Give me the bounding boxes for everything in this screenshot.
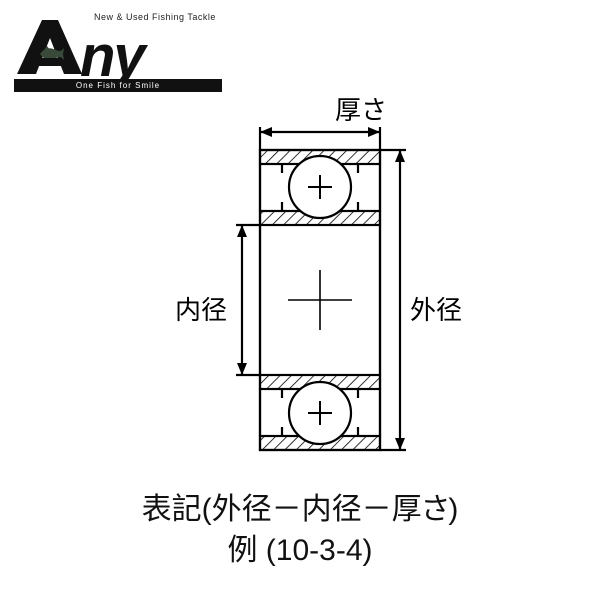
logo-tagline-top: New & Used Fishing Tackle	[94, 12, 222, 22]
inner-diameter-dimension	[236, 225, 260, 375]
outer-diameter-label: 外径	[410, 290, 462, 327]
brand-logo: New & Used Fishing Tackle ny One Fish fo…	[14, 12, 222, 92]
caption-line-1: 表記(外径－内径－厚さ)	[0, 490, 600, 531]
centerline-cross-icon	[288, 270, 352, 330]
notation-caption: 表記(外径－内径－厚さ) 例 (10-3-4)	[0, 490, 600, 571]
logo-tagline-bottom: One Fish for Smile	[14, 79, 222, 92]
logo-letter-a-with-fish-icon	[14, 18, 84, 76]
bearing-cross-section-diagram: 厚さ 内径 外径	[130, 95, 480, 465]
logo-main-row: ny	[14, 18, 222, 81]
logo-text-ny: ny	[80, 32, 144, 81]
thickness-dimension	[260, 127, 380, 150]
outer-diameter-dimension	[380, 150, 406, 450]
caption-line-2: 例 (10-3-4)	[0, 531, 600, 572]
inner-diameter-label: 内径	[175, 290, 227, 327]
thickness-label: 厚さ	[335, 90, 387, 127]
